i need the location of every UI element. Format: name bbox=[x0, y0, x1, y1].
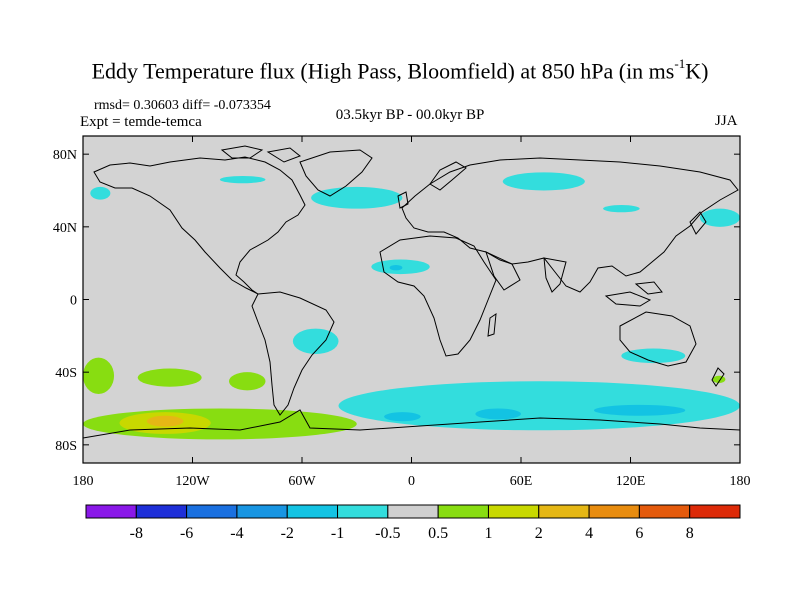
x-tick-label: 180 bbox=[73, 474, 94, 489]
anomaly-region bbox=[229, 372, 266, 391]
colorbar-boxes bbox=[85, 504, 741, 519]
anomaly-region bbox=[712, 375, 726, 384]
x-tick-label: 0 bbox=[408, 474, 415, 489]
x-tick-label: 180 bbox=[730, 474, 751, 489]
colorbar-label: 1 bbox=[484, 525, 492, 542]
y-tick-label: 80S bbox=[55, 439, 77, 454]
map-ticks bbox=[82, 136, 741, 463]
colorbar-label: -8 bbox=[130, 525, 143, 542]
anomaly-region bbox=[699, 208, 740, 227]
colorbar-label: 4 bbox=[585, 525, 593, 542]
coastlines bbox=[82, 145, 741, 439]
colorbar-box bbox=[337, 504, 389, 519]
anomaly-region bbox=[292, 328, 339, 354]
anomaly-regions bbox=[83, 172, 740, 440]
anomaly-region bbox=[621, 348, 686, 364]
x-tick-label: 120E bbox=[616, 474, 646, 489]
map-title: Eddy Temperature flux (High Pass, Bloomf… bbox=[91, 56, 709, 84]
x-tick-label: 60E bbox=[510, 474, 533, 489]
colorbar-box bbox=[286, 504, 339, 519]
colorbar-label: -4 bbox=[230, 525, 243, 542]
colorbar-label: 6 bbox=[635, 525, 643, 542]
stats-text: rmsd= 0.30603 diff= -0.073354 bbox=[94, 98, 271, 113]
season-label: JJA bbox=[715, 113, 738, 129]
y-tick-label: 80N bbox=[53, 148, 77, 163]
anomaly-region bbox=[219, 175, 266, 184]
colorbar-box bbox=[638, 504, 691, 519]
y-tick-label: 40N bbox=[53, 221, 77, 236]
anomaly-region bbox=[146, 415, 184, 427]
colorbar-box bbox=[437, 504, 489, 519]
colorbar-box bbox=[135, 504, 188, 519]
y-tick-label: 0 bbox=[70, 294, 77, 309]
anomaly-region bbox=[389, 264, 403, 271]
colorbar-label: -0.5 bbox=[375, 525, 400, 542]
colorbar-box bbox=[689, 504, 741, 519]
y-tick-label: 40S bbox=[55, 366, 77, 381]
anomaly-region bbox=[83, 357, 115, 394]
experiment-label: Expt = temde-temca bbox=[80, 114, 202, 130]
anomaly-region bbox=[384, 412, 421, 422]
anomaly-region bbox=[338, 381, 740, 431]
map-tick-labels: 180 120W 60W 0 60E 120E 180 80N 40N 0 40S 80S bbox=[53, 148, 751, 489]
colorbar-box bbox=[236, 504, 288, 519]
colorbar-label: 2 bbox=[535, 525, 543, 542]
colorbar-label: 0.5 bbox=[428, 525, 448, 542]
colorbar-box bbox=[588, 504, 640, 519]
anomaly-region bbox=[502, 172, 585, 191]
colorbar-box bbox=[487, 504, 540, 519]
colorbar-box bbox=[387, 504, 439, 519]
anomaly-region bbox=[311, 186, 403, 209]
x-tick-label: 60W bbox=[288, 474, 316, 489]
colorbar-label: -6 bbox=[180, 525, 193, 542]
anomaly-region bbox=[137, 368, 202, 387]
colorbar-label: -1 bbox=[331, 525, 344, 542]
x-tick-label: 120W bbox=[175, 474, 210, 489]
anomaly-region bbox=[90, 186, 111, 200]
period-label: 03.5kyr BP - 00.0kyr BP bbox=[335, 107, 485, 123]
colorbar-labels: -8 -6 -4 -2 -1 -0.5 0.5 1 2 4 6 8 bbox=[130, 525, 694, 542]
anomaly-region bbox=[594, 404, 686, 416]
colorbar-box bbox=[186, 504, 238, 519]
colorbar-label: 8 bbox=[686, 525, 694, 542]
anomaly-region bbox=[603, 205, 640, 213]
colorbar-label: -2 bbox=[281, 525, 294, 542]
anomaly-region bbox=[475, 408, 521, 420]
colorbar-box bbox=[538, 504, 590, 519]
colorbar-box bbox=[85, 504, 137, 519]
